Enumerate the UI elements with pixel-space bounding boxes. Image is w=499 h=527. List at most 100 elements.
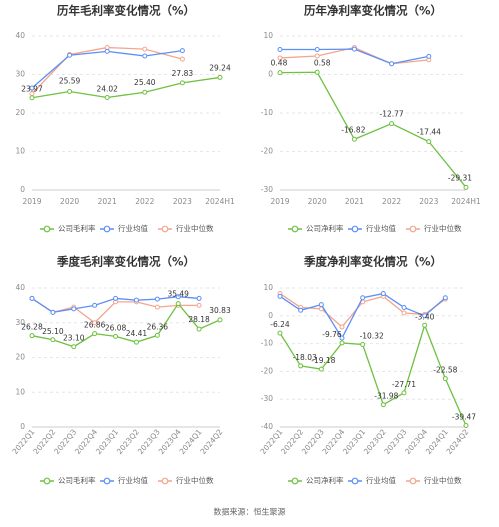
data-label: -29.31 <box>448 173 472 182</box>
data-label: 25.10 <box>42 327 64 336</box>
data-point-industry_median <box>179 56 185 62</box>
data-label: 24.02 <box>96 85 118 94</box>
data-point-industry_median <box>92 320 98 326</box>
data-point-industry_avg <box>389 61 395 67</box>
y-tick-label: 10 <box>15 147 25 156</box>
data-label: -12.77 <box>380 110 404 119</box>
data-point-company <box>318 366 324 372</box>
data-label: 26.28 <box>21 323 43 332</box>
data-point-industry_median <box>401 310 407 316</box>
data-point-company <box>154 332 160 338</box>
y-tick-label: -20 <box>261 147 273 156</box>
data-point-industry_avg <box>277 46 283 52</box>
data-point-industry_avg <box>133 297 139 303</box>
y-tick-label: -30 <box>261 394 273 403</box>
data-point-company <box>179 80 185 86</box>
legend-marker-company <box>43 225 51 233</box>
data-point-company <box>380 402 386 408</box>
x-tick-label: 2021 <box>98 197 117 206</box>
data-label: 24.41 <box>126 329 148 338</box>
legend-label-industry_avg: 行业均值 <box>118 475 148 485</box>
legend-label-company: 公司净利率 <box>306 223 344 233</box>
data-point-industry_avg <box>442 295 448 301</box>
data-point-industry_median <box>154 304 160 310</box>
legend-marker-industry_median <box>409 477 417 485</box>
data-point-industry_avg <box>277 293 283 299</box>
data-label: 28.18 <box>188 315 210 324</box>
y-tick-label: 20 <box>15 108 25 117</box>
chart-legend: 公司毛利率 行业均值 行业中位数 <box>40 475 214 485</box>
data-point-industry_avg <box>360 295 366 301</box>
data-label: -9.76 <box>322 330 342 339</box>
x-tick-label: 2024Q2 <box>445 427 471 456</box>
x-tick-label: 2023 <box>419 197 438 206</box>
y-tick-label: -10 <box>261 339 273 348</box>
data-label: -17.44 <box>417 128 441 137</box>
data-label: 25.59 <box>59 76 81 85</box>
data-point-company <box>463 423 469 429</box>
data-point-industry_avg <box>298 307 304 313</box>
data-point-industry_avg <box>401 304 407 310</box>
legend-label-industry_median: 行业中位数 <box>176 223 214 233</box>
data-point-industry_avg <box>314 46 320 52</box>
data-point-company <box>113 333 119 339</box>
data-point-industry_avg <box>67 52 73 58</box>
y-tick-label: 20 <box>15 353 25 362</box>
series-line-company <box>31 76 221 99</box>
y-tick-label: 40 <box>15 31 25 40</box>
y-tick-label: 0 <box>20 185 25 194</box>
legend-label-company: 公司毛利率 <box>58 223 96 233</box>
chart-panel-2: 历年净利率变化情况（%） -30 -20 -10 0 10 2019 2020 2021 2022… <box>261 4 481 234</box>
data-label: 27.83 <box>172 69 194 78</box>
x-tick-label: 2022 <box>135 197 154 206</box>
data-point-company <box>422 322 428 328</box>
legend-marker-company <box>291 477 299 485</box>
data-point-company <box>277 70 283 76</box>
data-label: 0.58 <box>314 58 331 67</box>
data-label: 25.40 <box>134 78 156 87</box>
data-point-company <box>277 330 283 336</box>
data-point-company <box>426 139 432 145</box>
data-point-industry_avg <box>92 302 98 308</box>
chart-legend: 公司净利率 行业均值 行业中位数 <box>288 223 462 233</box>
x-tick-label: 2021 <box>345 197 364 206</box>
data-label: 35.49 <box>167 290 189 299</box>
data-point-company <box>360 341 366 347</box>
data-point-industry_avg <box>339 335 345 341</box>
data-point-industry_avg <box>318 302 324 308</box>
data-point-company <box>463 184 469 190</box>
legend-marker-industry_avg <box>351 477 359 485</box>
data-point-industry_avg <box>175 294 181 300</box>
series-line-company <box>31 302 221 348</box>
data-label: -39.47 <box>452 413 476 422</box>
data-point-industry_avg <box>71 306 77 312</box>
data-point-company <box>67 88 73 94</box>
legend-marker-industry_avg <box>351 225 359 233</box>
data-point-company <box>339 340 345 346</box>
y-tick-label: -30 <box>261 185 273 194</box>
chart-legend: 公司毛利率 行业均值 行业中位数 <box>40 223 214 233</box>
data-point-company <box>314 69 320 75</box>
data-point-industry_avg <box>179 48 185 54</box>
x-tick-label: 2024H1 <box>451 197 481 206</box>
legend-label-company: 公司毛利率 <box>58 475 96 485</box>
y-tick-label: 10 <box>263 31 273 40</box>
data-label: -19.18 <box>311 356 335 365</box>
series-line-company <box>279 71 467 188</box>
data-point-industry_avg <box>422 313 428 319</box>
data-label: 30.83 <box>209 306 231 315</box>
y-tick-label: -40 <box>261 422 273 431</box>
data-point-industry_avg <box>29 85 35 91</box>
y-tick-label: 0 <box>268 311 273 320</box>
data-point-industry_avg <box>142 53 148 59</box>
data-point-company <box>142 89 148 95</box>
legend-marker-industry_avg <box>103 477 111 485</box>
chart-legend: 公司净利率 行业均值 行业中位数 <box>288 475 462 485</box>
legend-label-industry_avg: 行业均值 <box>366 475 396 485</box>
y-tick-label: 40 <box>15 283 25 292</box>
chart-title: 季度净利率变化情况（%） <box>303 255 442 269</box>
legend-label-industry_avg: 行业均值 <box>366 223 396 233</box>
data-point-company <box>71 344 77 350</box>
data-point-company <box>298 363 304 369</box>
